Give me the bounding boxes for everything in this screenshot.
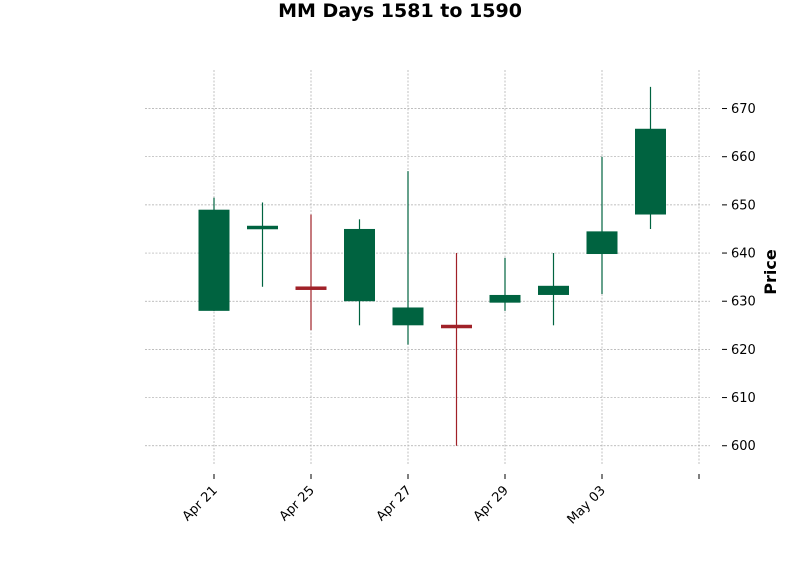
- candle-body: [198, 209, 230, 311]
- candle-body: [247, 225, 278, 230]
- candle: [586, 156, 618, 294]
- y-tick-label: 620: [731, 343, 756, 358]
- x-axis: Apr 21 Apr 25 Apr 27 Apr 29 May 03: [180, 474, 700, 527]
- candles: [198, 86, 666, 446]
- candle: [247, 202, 278, 287]
- y-tick-label: 650: [731, 198, 756, 213]
- x-tick-label: Apr 21: [180, 483, 221, 524]
- candle-body: [586, 231, 618, 255]
- grid: [145, 70, 710, 465]
- candle: [489, 257, 521, 311]
- y-tick-label: 610: [731, 391, 756, 406]
- candle: [344, 219, 375, 326]
- candle-body: [344, 228, 375, 302]
- chart-title: MM Days 1581 to 1590: [278, 0, 522, 22]
- candle: [198, 197, 230, 311]
- candle-body: [489, 294, 521, 303]
- y-tick-label: 640: [731, 247, 756, 262]
- x-tick-label: Apr 25: [277, 483, 318, 524]
- y-tick-label: 600: [731, 439, 756, 454]
- y-axis-label: Price: [761, 249, 780, 295]
- y-tick-label: 630: [731, 295, 756, 310]
- candle: [538, 253, 569, 326]
- x-tick-label: Apr 29: [471, 483, 512, 524]
- candle-body: [441, 324, 472, 329]
- candle: [295, 214, 327, 331]
- candle-body: [392, 307, 424, 326]
- y-tick-label: 660: [731, 150, 756, 165]
- candle: [441, 253, 472, 446]
- candle: [635, 86, 666, 229]
- y-axis: 600 610 620 630 640 650 660 670: [722, 102, 756, 454]
- candle: [392, 171, 424, 345]
- x-tick-label: Apr 27: [374, 483, 415, 524]
- y-tick-label: 670: [731, 102, 756, 117]
- candle-body: [538, 285, 569, 295]
- x-tick-label: May 03: [565, 483, 609, 527]
- candle-body: [635, 128, 666, 215]
- candle-body: [295, 286, 327, 290]
